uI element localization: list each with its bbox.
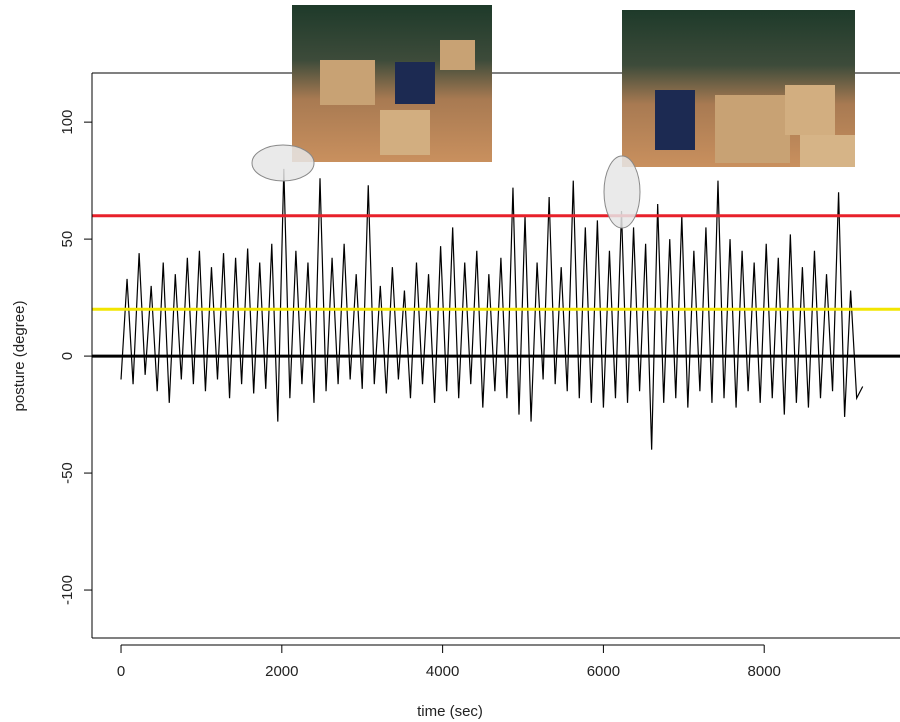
y-tick-label: 50	[59, 231, 76, 248]
x-tick-label: 6000	[587, 663, 620, 680]
y-tick-label: 100	[59, 110, 76, 135]
x-tick-label: 4000	[426, 663, 459, 680]
y-tick-label: -100	[59, 575, 76, 605]
y-tick-label: -50	[59, 462, 76, 484]
y-axis-label: posture (degree)	[11, 301, 28, 412]
x-tick-label: 0	[117, 663, 125, 680]
y-tick-label: 0	[59, 352, 76, 360]
highlight	[603, 155, 641, 229]
x-tick-label: 8000	[748, 663, 781, 680]
photo	[292, 5, 492, 162]
data-line	[120, 168, 864, 450]
x-tick-label: 2000	[265, 663, 298, 680]
photo	[622, 10, 855, 167]
highlight	[251, 144, 315, 182]
x-axis-label: time (sec)	[417, 703, 483, 720]
